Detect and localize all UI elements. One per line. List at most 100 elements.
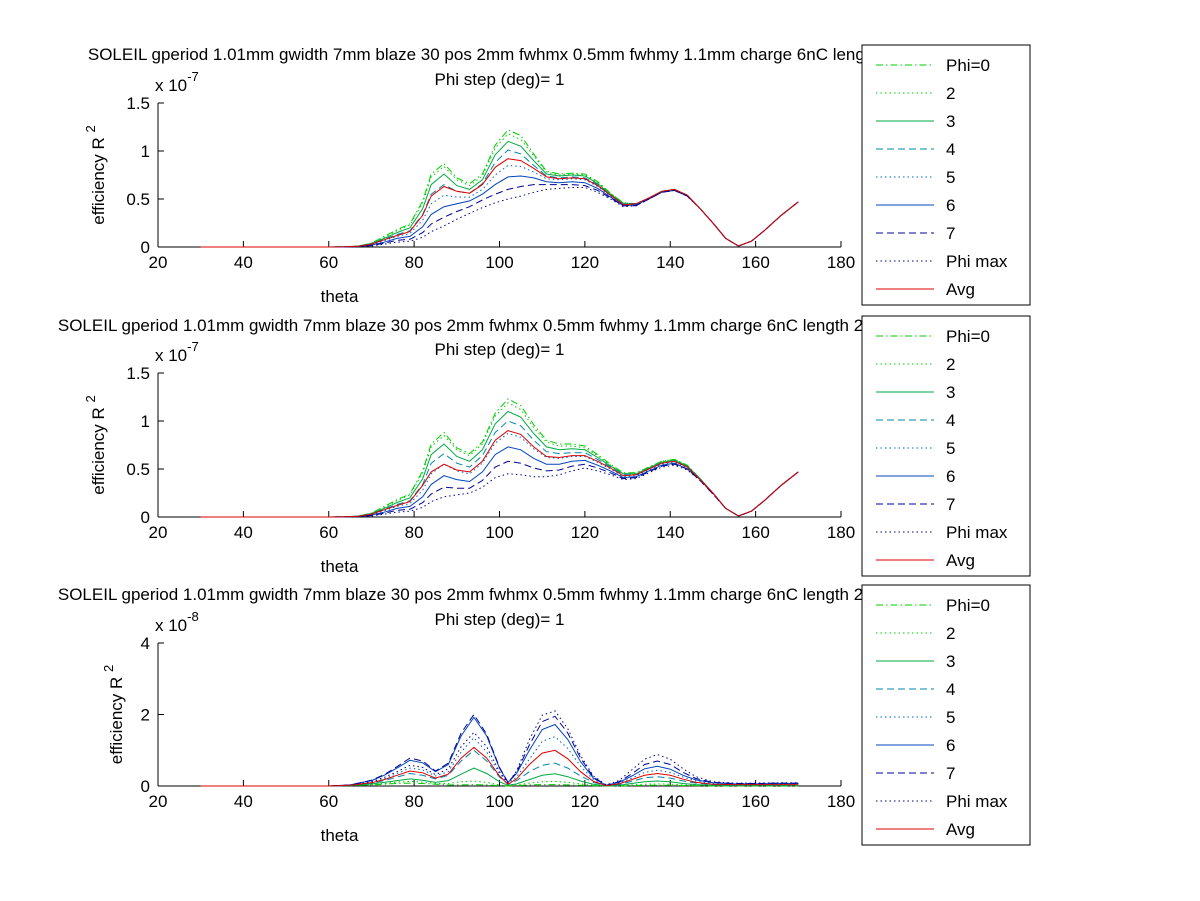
- x-axis-label: theta: [321, 287, 359, 306]
- legend-label: Avg: [946, 551, 975, 570]
- x-tick-label: 180: [827, 523, 855, 542]
- y-tick-label: 0: [141, 508, 150, 527]
- series-line-3: [200, 420, 799, 518]
- series-line-7: [200, 187, 799, 248]
- series-line-2: [200, 410, 799, 518]
- legend-label: 2: [946, 84, 955, 103]
- x-tick-label: 120: [571, 523, 599, 542]
- x-axis-label: theta: [321, 557, 359, 576]
- x-tick-label: 80: [405, 792, 424, 811]
- y-tick-label: 1: [141, 412, 150, 431]
- series-line-0: [200, 129, 799, 248]
- series-line-1: [200, 402, 799, 518]
- legend-label: Avg: [946, 820, 975, 839]
- y-tick-label: 1.5: [126, 94, 150, 113]
- legend-label: 3: [946, 383, 955, 402]
- legend-label: 5: [946, 168, 955, 187]
- legend-box: [861, 584, 1031, 846]
- x-tick-label: 180: [827, 792, 855, 811]
- x-tick-label: 160: [741, 253, 769, 272]
- subplot-2: SOLEIL gperiod 1.01mm gwidth 7mm blaze 3…: [58, 315, 1031, 577]
- series-line-1: [200, 780, 799, 787]
- legend: Phi=0 2 3 4 5 6 7 Phi max Avg: [861, 44, 1031, 306]
- series-line-8: [200, 746, 799, 787]
- x-tick-label: 160: [741, 792, 769, 811]
- y-axis-label: efficiency R 2: [101, 665, 126, 765]
- legend-label: 5: [946, 708, 955, 727]
- x-tick-label: 20: [149, 253, 168, 272]
- y-tick-label: 1: [141, 142, 150, 161]
- series-line-4: [200, 164, 799, 248]
- series-line-6: [200, 184, 799, 248]
- chart-title: SOLEIL gperiod 1.01mm gwidth 7mm blaze 3…: [58, 316, 881, 335]
- legend-label: 4: [946, 140, 955, 159]
- legend-label: Phi=0: [946, 327, 990, 346]
- legend-label: 5: [946, 439, 955, 458]
- chart-title: SOLEIL gperiod 1.01mm gwidth 7mm blaze 3…: [58, 585, 881, 604]
- x-tick-label: 40: [234, 253, 253, 272]
- legend-label: Phi max: [946, 523, 1008, 542]
- legend-box: [861, 44, 1031, 306]
- x-tick-label: 100: [485, 253, 513, 272]
- legend-label: Phi=0: [946, 596, 990, 615]
- series-line-4: [200, 432, 799, 518]
- x-tick-label: 80: [405, 523, 424, 542]
- legend-label: 2: [946, 355, 955, 374]
- series-line-5: [200, 175, 799, 248]
- series-line-2: [200, 767, 799, 787]
- y-axis-label: efficiency R 2: [83, 125, 108, 225]
- y-tick-label: 2: [141, 706, 150, 725]
- series-line-5: [200, 716, 799, 787]
- y-tick-label: 0: [141, 238, 150, 257]
- series-line-6: [200, 713, 799, 787]
- x-tick-label: 20: [149, 523, 168, 542]
- y-tick-label: 0.5: [126, 190, 150, 209]
- x-tick-label: 100: [485, 523, 513, 542]
- x-tick-label: 140: [656, 792, 684, 811]
- legend-label: 7: [946, 224, 955, 243]
- legend-label: 4: [946, 411, 955, 430]
- legend-label: 7: [946, 495, 955, 514]
- x-tick-label: 60: [319, 253, 338, 272]
- series-line-8: [200, 158, 799, 248]
- legend-label: 6: [946, 736, 955, 755]
- subplot-1: SOLEIL gperiod 1.01mm gwidth 7mm blaze 3…: [83, 44, 1031, 306]
- legend-box: [861, 315, 1031, 577]
- chart-subtitle: Phi step (deg)= 1: [435, 70, 565, 89]
- legend: Phi=0 2 3 4 5 6 7 Phi max Avg: [861, 584, 1031, 846]
- x-tick-label: 120: [571, 792, 599, 811]
- x-tick-label: 180: [827, 253, 855, 272]
- legend-label: Phi max: [946, 792, 1008, 811]
- legend-label: Avg: [946, 280, 975, 299]
- subplot-3: SOLEIL gperiod 1.01mm gwidth 7mm blaze 3…: [58, 584, 1031, 846]
- legend-label: 3: [946, 112, 955, 131]
- legend-label: 4: [946, 680, 955, 699]
- legend: Phi=0 2 3 4 5 6 7 Phi max Avg: [861, 315, 1031, 577]
- series-line-7: [200, 710, 799, 787]
- series-line-0: [200, 782, 799, 787]
- series-line-4: [200, 736, 799, 787]
- chart-subtitle: Phi step (deg)= 1: [435, 610, 565, 629]
- x-tick-label: 160: [741, 523, 769, 542]
- x-tick-label: 140: [656, 253, 684, 272]
- legend-label: 2: [946, 624, 955, 643]
- y-tick-label: 0.5: [126, 460, 150, 479]
- legend-label: 3: [946, 652, 955, 671]
- x-tick-label: 80: [405, 253, 424, 272]
- x-tick-label: 40: [234, 792, 253, 811]
- y-tick-label: 1.5: [126, 364, 150, 383]
- y-exponent-label: x 10-7: [155, 339, 199, 365]
- x-tick-label: 100: [485, 792, 513, 811]
- x-axis-label: theta: [321, 826, 359, 845]
- chart-subtitle: Phi step (deg)= 1: [435, 340, 565, 359]
- x-tick-label: 60: [319, 792, 338, 811]
- x-tick-label: 60: [319, 523, 338, 542]
- series-line-2: [200, 140, 799, 248]
- series-line-8: [200, 430, 799, 518]
- x-tick-label: 120: [571, 253, 599, 272]
- y-tick-label: 4: [141, 634, 150, 653]
- y-tick-label: 0: [141, 777, 150, 796]
- series-line-7: [200, 464, 799, 518]
- series-line-5: [200, 446, 799, 518]
